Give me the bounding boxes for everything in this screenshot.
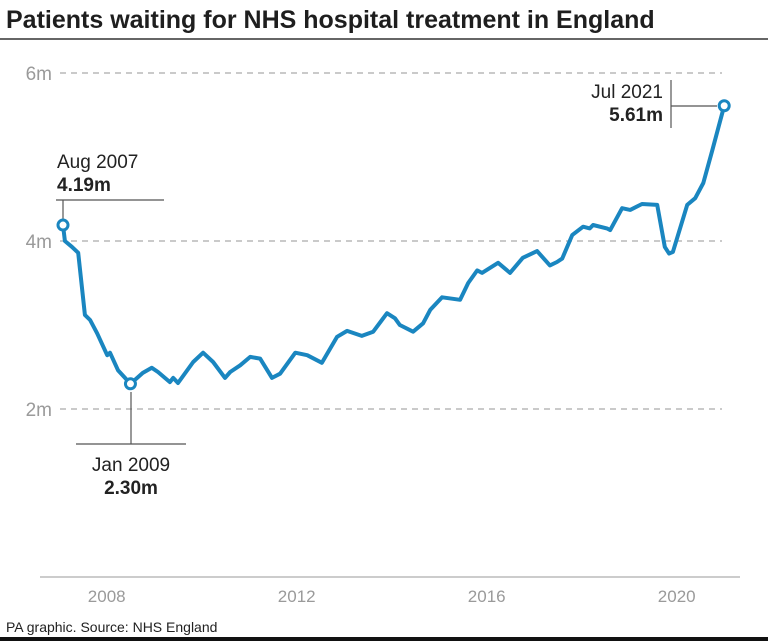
annotation-value-jul-2021: 5.61m: [609, 105, 663, 126]
annotated-point: [717, 99, 731, 113]
annotation-value-jan-2009: 2.30m: [104, 478, 158, 499]
x-tick-label: 2020: [658, 587, 696, 606]
y-tick-label: 2m: [26, 400, 52, 421]
x-tick-label: 2012: [278, 587, 316, 606]
annotated-point: [123, 377, 137, 391]
x-tick-label: 2008: [88, 587, 126, 606]
annotation-label-jan-2009: Jan 2009: [92, 455, 170, 476]
annotation-value-aug-2007: 4.19m: [57, 175, 111, 196]
annotation-label-jul-2021: Jul 2021: [591, 82, 663, 103]
bottom-rule: [0, 637, 768, 641]
chart-title: Patients waiting for NHS hospital treatm…: [6, 6, 655, 34]
source-footer: PA graphic. Source: NHS England: [6, 619, 217, 635]
y-tick-label: 4m: [26, 232, 52, 253]
annotation-label-aug-2007: Aug 2007: [57, 152, 138, 173]
x-tick-label: 2016: [468, 587, 506, 606]
annotation-leaders: [56, 80, 717, 445]
y-tick-label: 6m: [26, 64, 52, 85]
series-line: [61, 103, 727, 386]
annotated-point: [56, 218, 70, 232]
